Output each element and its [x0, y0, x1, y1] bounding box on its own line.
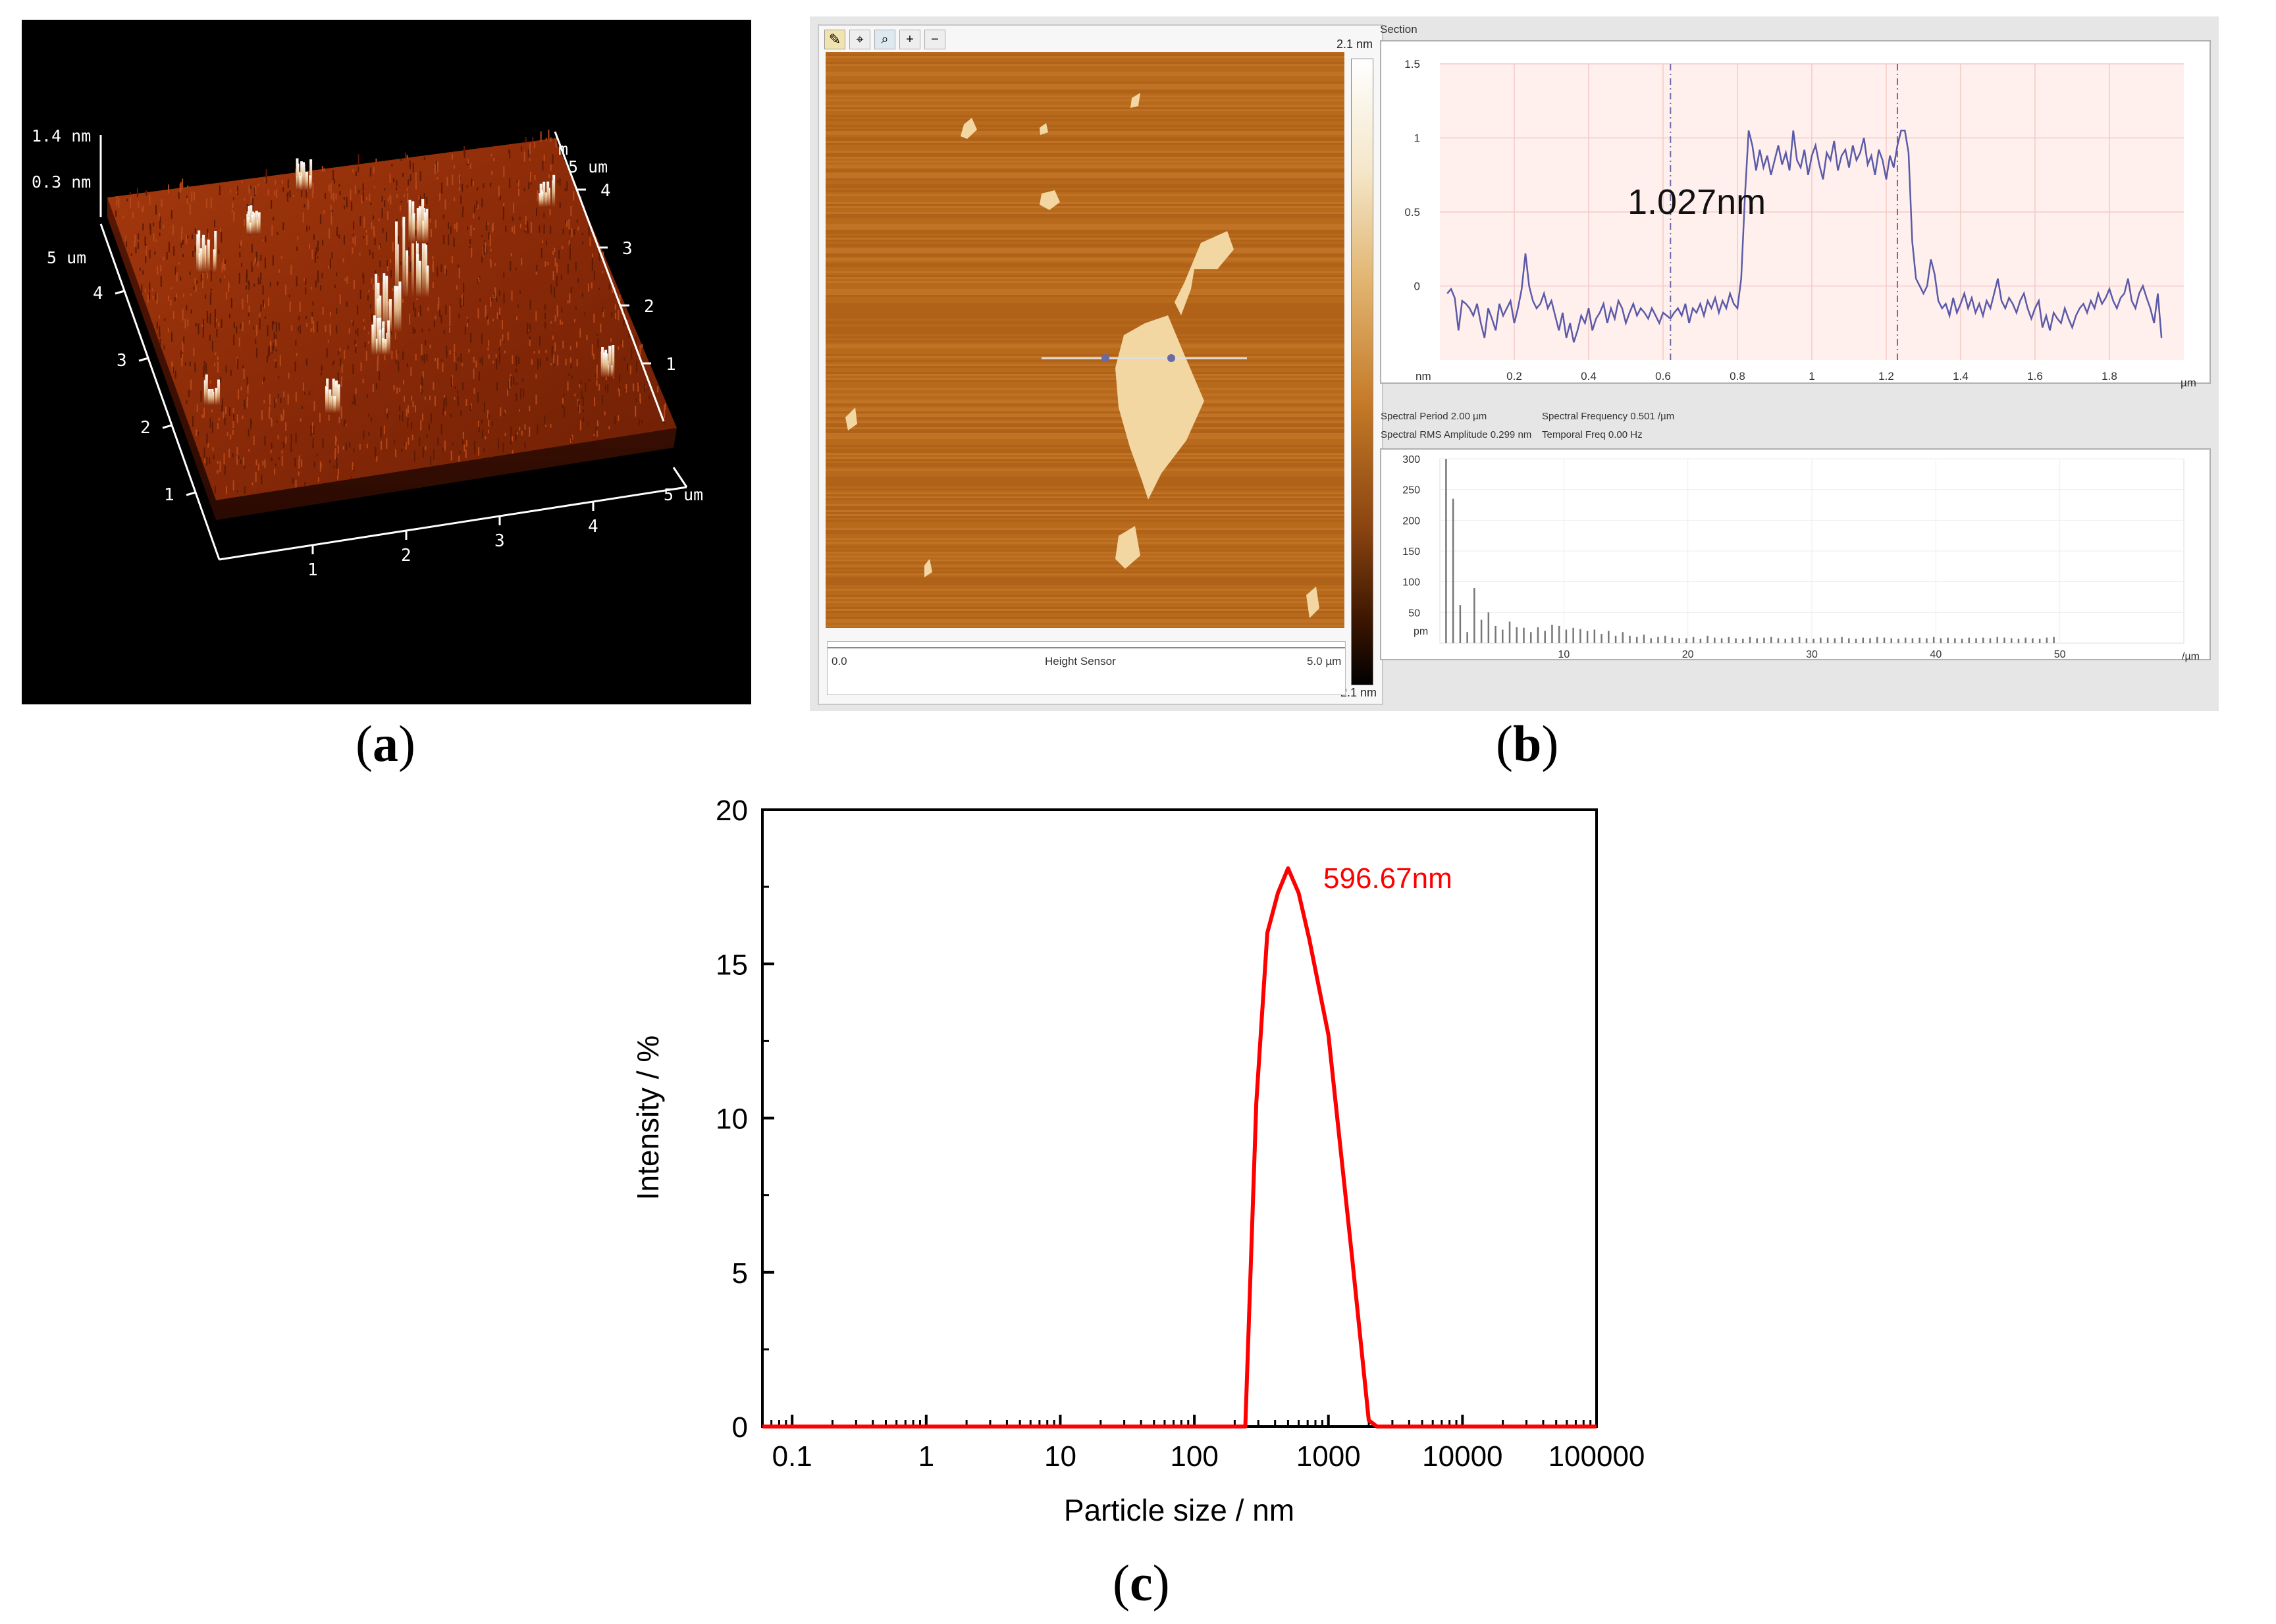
spectrum-x-unit: /µm: [2182, 651, 2200, 662]
y-tick-label: 0: [732, 1411, 748, 1444]
x-tick-label-4: 4: [588, 517, 598, 537]
scale-center-label: Height Sensor: [1045, 655, 1116, 668]
x-tick-label-2: 2: [401, 546, 411, 565]
spectrum-y-tick: 100: [1402, 577, 1420, 589]
info-temporal: Temporal Freq 0.00 Hz: [1542, 429, 1643, 440]
y-tick-label-2: 2: [140, 418, 151, 438]
right-tick-label-2: 2: [644, 297, 654, 317]
spectrum-y-tick: 150: [1402, 546, 1420, 558]
spectrum-x-tick: 40: [1930, 649, 1942, 660]
profile-y-tick: 1: [1414, 132, 1420, 145]
x-axis-title: Particle size / nm: [1064, 1493, 1294, 1527]
right-top-prefix: m: [558, 140, 568, 159]
profile-x-tick: 0.6: [1655, 370, 1671, 382]
profile-x-tick: 1.2: [1878, 370, 1894, 382]
spectrum-y-tick: 300: [1402, 454, 1420, 465]
y-tick-label: 5: [732, 1257, 748, 1290]
graphene-flakes: [845, 93, 1319, 618]
dls-chart: 0 5 10 15 20 0.1 1 10 100 1000 10000 100000 596.67…: [631, 795, 1645, 1527]
profile-x-tick: 1: [1809, 370, 1814, 382]
dls-series-line: [762, 866, 1597, 1428]
peak-annotation: 596.67nm: [1323, 862, 1452, 895]
profile-y-tick: 0: [1414, 280, 1420, 293]
right-tick-label-4: 4: [600, 181, 611, 201]
zoom-icon[interactable]: ⌕: [874, 30, 895, 49]
dls-plot-frame: [761, 808, 1598, 1428]
surface-peaks: [196, 158, 615, 413]
image-window: ✎ ⌖ ⌕ + −: [818, 24, 1383, 705]
section-cursor-1[interactable]: [1101, 354, 1109, 362]
panel-b-window: ✎ ⌖ ⌕ + −: [810, 16, 2219, 711]
y-tick-label: 10: [716, 1103, 748, 1136]
z-top-label: 1.4 nm: [32, 126, 91, 145]
spectrum-x-tick: 10: [1558, 649, 1570, 660]
x-tick-label: 100000: [1548, 1440, 1645, 1473]
afm-3d-surface: 1.4 nm 0.3 nm 5 um 5 um m 5 um 1 2 3 4 1 2 3 4 1…: [32, 126, 703, 580]
surface-texture: [115, 129, 666, 494]
x-tick-label: 10000: [1422, 1440, 1502, 1473]
zoom-out-icon[interactable]: −: [924, 30, 945, 49]
profile-x-tick: 1.4: [1953, 370, 1969, 382]
profile-x-tick: 0.8: [1730, 370, 1745, 382]
afm-height-image[interactable]: [826, 52, 1344, 628]
zoom-in-icon[interactable]: +: [899, 30, 920, 49]
profile-line: [1446, 130, 2163, 343]
spectrum-x-tick: 30: [1806, 649, 1818, 660]
colorbar: [1351, 59, 1373, 685]
spectrum-y-tick: 50: [1408, 608, 1420, 619]
section-cursor-2[interactable]: [1167, 354, 1175, 362]
toolbar: ✎ ⌖ ⌕ + −: [824, 30, 1022, 49]
profile-y-unit: nm: [1416, 370, 1431, 382]
scale-right-label: 5.0 µm: [1307, 655, 1342, 668]
y-tick-label-4: 4: [93, 284, 103, 303]
right-tick-label-3: 3: [622, 239, 633, 259]
right-top-label: 5 um: [568, 157, 608, 176]
y-axis-title: Intensity / %: [631, 1035, 665, 1201]
y-tick-label-3: 3: [117, 351, 127, 371]
panel-c-label: (c): [1113, 1554, 1170, 1611]
x-tick-label: 10: [1044, 1440, 1076, 1473]
y-tick-label-1: 1: [164, 485, 174, 505]
x-tick-label-1: 1: [307, 560, 318, 580]
colorbar-top-label: 2.1 nm: [1336, 38, 1373, 51]
spectrum-y-tick: 250: [1402, 485, 1420, 496]
x-tick-label: 100: [1170, 1440, 1218, 1473]
info-period: Spectral Period 2.00 µm: [1381, 411, 1487, 422]
section-title: Section: [1380, 23, 1417, 36]
pencil-icon[interactable]: ✎: [824, 30, 845, 49]
profile-x-tick: 0.2: [1506, 370, 1522, 382]
panel-a-label: (a): [356, 715, 415, 772]
spectrum-x-tick: 50: [2054, 649, 2066, 660]
x-tick-label: 0.1: [772, 1440, 812, 1473]
crosshair-icon[interactable]: ⌖: [849, 30, 870, 49]
profile-x-tick: 0.4: [1581, 370, 1597, 382]
panel-b-label: (b): [1496, 715, 1559, 772]
colorbar-bottom-label: -2.1 nm: [1336, 686, 1377, 699]
panel-a: 1.4 nm 0.3 nm 5 um 5 um m 5 um 1 2 3 4 1 2 3 4 1…: [22, 20, 751, 704]
right-tick-label-1: 1: [666, 355, 676, 375]
profile-y-tick: 0.5: [1404, 206, 1420, 219]
scale-bar: 0.0 Height Sensor 5.0 µm: [827, 641, 1346, 695]
profile-x-tick: 1.6: [2027, 370, 2043, 382]
profile-x-tick: 1.8: [2102, 370, 2117, 382]
z-second-label: 0.3 nm: [32, 172, 91, 192]
axes-3d: [99, 131, 688, 561]
profile-x-unit: µm: [2181, 377, 2196, 389]
section-profile-chart: 1.027nm 1.5 1 0.5 0 0.2 0.4 0.6 0.8 1 1.2 1.4 1.6 1…: [1380, 40, 2211, 662]
x-tick-label: 1000: [1296, 1440, 1361, 1473]
height-annotation: 1.027nm: [1628, 182, 1766, 222]
scale-left-label: 0.0: [832, 655, 847, 668]
y-tick-label: 20: [716, 795, 748, 827]
x-tick-label: 1: [918, 1440, 934, 1473]
info-rms: Spectral RMS Amplitude 0.299 nm: [1381, 429, 1531, 440]
spectrum-x-tick: 20: [1682, 649, 1694, 660]
spectrum-y-unit: pm: [1414, 626, 1428, 637]
y-tick-label: 15: [716, 949, 748, 981]
info-frequency: Spectral Frequency 0.501 /µm: [1542, 411, 1674, 422]
spectrum-y-tick: 200: [1402, 515, 1420, 527]
profile-y-tick: 1.5: [1404, 58, 1420, 70]
x-axis-end-label: 5 um: [664, 485, 703, 504]
y-axis-end-label: 5 um: [47, 248, 86, 267]
x-tick-label-3: 3: [494, 531, 505, 551]
